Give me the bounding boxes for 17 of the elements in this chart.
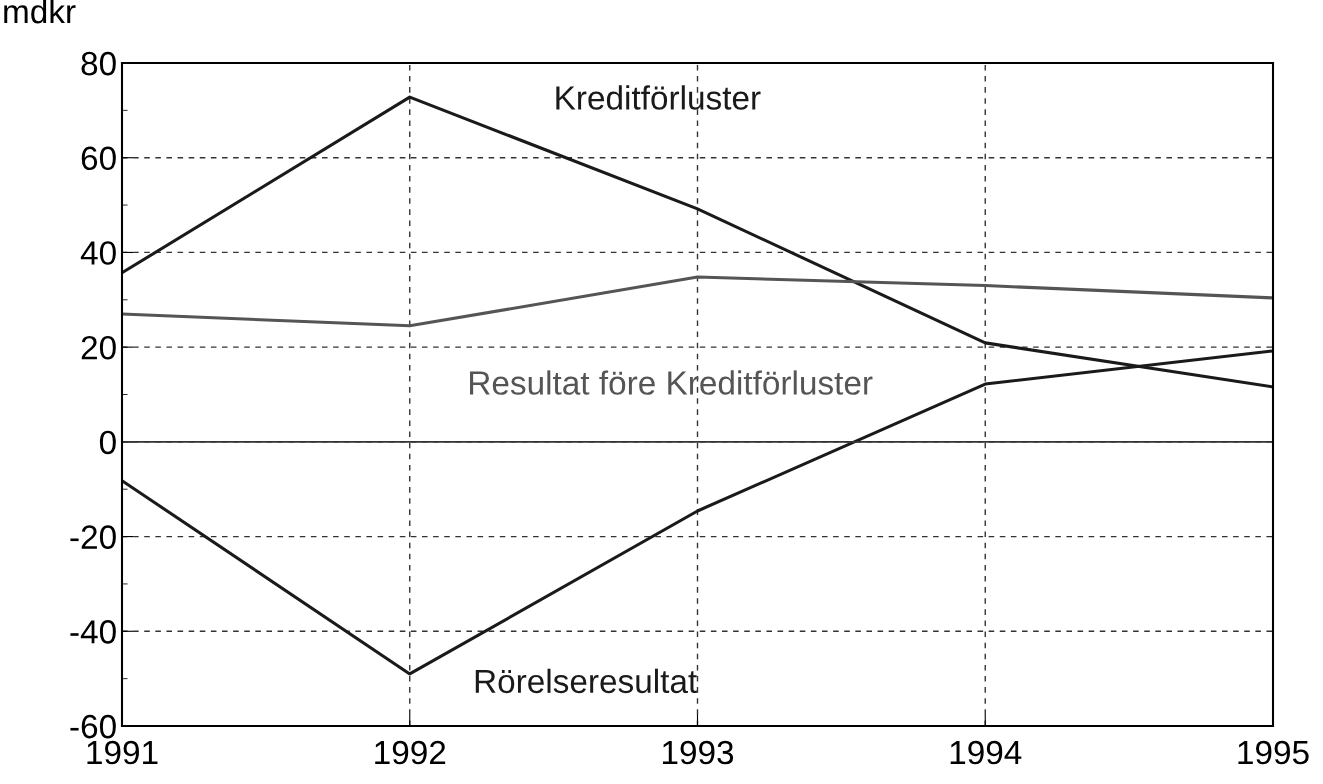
line-series <box>122 275 1273 328</box>
x-tick-label: 1991 <box>87 740 158 765</box>
y-tick-label: 0 <box>99 430 116 455</box>
y-tick-label: 80 <box>81 51 116 76</box>
y-tick-label: -20 <box>70 525 116 549</box>
series-label: Kreditförluster <box>556 85 761 110</box>
x-tick-label: 1994 <box>950 740 1022 765</box>
x-tick-label: 1993 <box>662 740 734 765</box>
y-tick-label: 20 <box>81 335 116 360</box>
y-tick-label: 60 <box>81 146 116 171</box>
y-tick-label: -60 <box>70 714 116 739</box>
y-tick-label: 40 <box>80 241 116 265</box>
series-label: Resultat före Kreditförluster <box>470 370 873 395</box>
series-label: Rörelseresultat <box>475 668 697 694</box>
x-tick-label: 1995 <box>1238 740 1309 765</box>
y-tick-label: -40 <box>70 620 116 644</box>
x-tick-label: 1992 <box>375 740 446 765</box>
